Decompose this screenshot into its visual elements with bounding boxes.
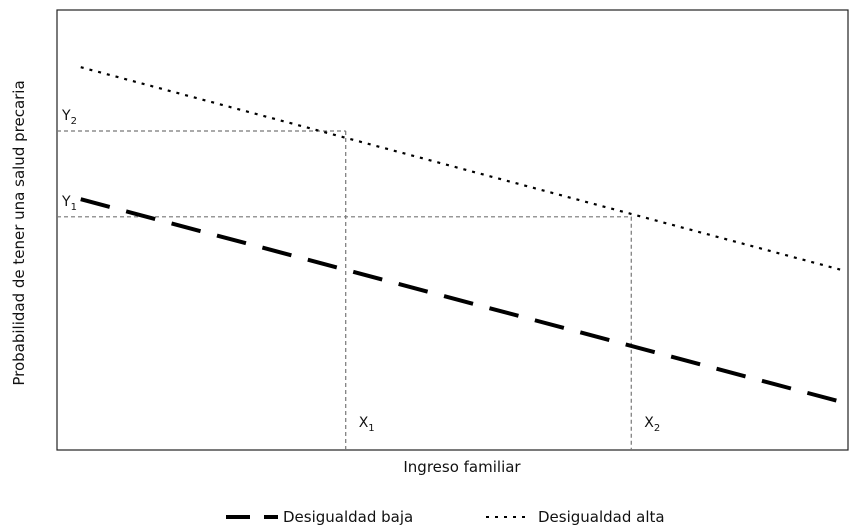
legend-label-desigualdad-alta: Desigualdad alta	[538, 508, 665, 526]
series-line-desigualdad-baja	[80, 197, 841, 404]
x-mark-label-2: X2	[644, 415, 660, 434]
legend: Desigualdad baja Desigualdad alta	[226, 508, 665, 526]
plot-frame	[56, 9, 849, 451]
x-axis-label: Ingreso familiar	[403, 458, 521, 476]
y-mark-label-1: Y1	[61, 194, 77, 213]
x-mark-label-1: X1	[359, 415, 375, 434]
series-lines	[80, 66, 841, 404]
legend-label-desigualdad-baja: Desigualdad baja	[283, 508, 413, 526]
reference-labels: X1 X2 Y2 Y1	[61, 108, 660, 434]
reference-lines	[57, 130, 632, 450]
y-mark-label-2: Y2	[61, 108, 77, 127]
series-line-desigualdad-alta	[80, 66, 841, 271]
y-axis-label: Probabilidad de tener una salud precaria	[10, 80, 28, 385]
